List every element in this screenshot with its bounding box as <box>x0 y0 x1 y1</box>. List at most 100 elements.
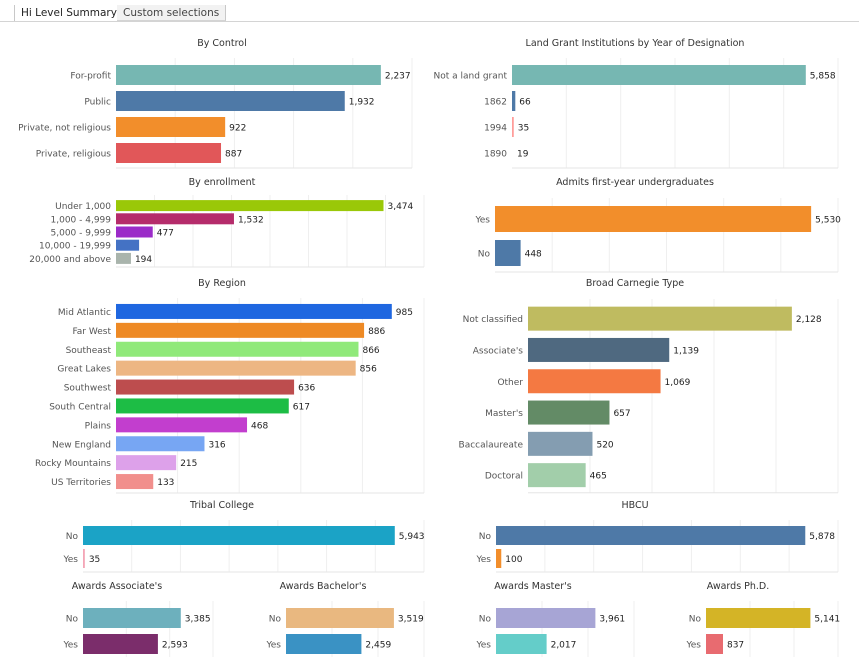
category-label: 1890 <box>484 150 507 160</box>
category-label: No <box>479 532 492 542</box>
value-label: 5,878 <box>809 532 835 542</box>
value-label: 886 <box>368 327 385 337</box>
chart-title: Awards Master's <box>494 581 572 592</box>
category-label: Doctoral <box>485 472 523 482</box>
tab-bar-divider <box>0 21 859 22</box>
category-label: No <box>66 615 79 625</box>
bar-rocky-mountains[interactable] <box>116 455 177 471</box>
bar-no[interactable] <box>286 608 394 628</box>
bar-southeast[interactable] <box>116 341 359 357</box>
bar-no[interactable] <box>496 526 806 545</box>
chart-by-region: Mid Atlantic 985 Far West 886 Southeast 866 Gr… <box>35 298 425 494</box>
category-label: Yes <box>475 641 491 651</box>
value-label: 617 <box>293 402 310 412</box>
bar-under-1-000[interactable] <box>116 200 384 212</box>
category-label: Not a land grant <box>434 72 508 82</box>
chart-carnegie: Not classified 2,128 Associate's 1,139 Other… <box>459 299 839 494</box>
bar-1-000-4-999[interactable] <box>116 213 234 225</box>
value-label: 5,858 <box>810 72 836 82</box>
value-label: 856 <box>360 365 377 375</box>
bar-south-central[interactable] <box>116 398 289 414</box>
value-label: 19 <box>517 150 529 160</box>
value-label: 2,017 <box>551 641 577 651</box>
bar-for-profit[interactable] <box>116 65 381 85</box>
category-label: No <box>478 250 491 260</box>
value-label: 316 <box>208 440 225 450</box>
bar-doctoral[interactable] <box>528 463 586 488</box>
category-label: Not classified <box>463 315 523 325</box>
bar-no[interactable] <box>83 526 395 545</box>
category-label: Yes <box>475 555 491 565</box>
bar-10-000-19-999[interactable] <box>116 239 140 251</box>
tab-hi-level-summary[interactable]: Hi Level Summary <box>15 5 124 22</box>
value-label: 215 <box>180 459 197 469</box>
category-label: Other <box>497 378 523 388</box>
value-label: 3,385 <box>185 615 211 625</box>
tab-bar-edge <box>14 5 15 22</box>
bar-1862[interactable] <box>512 91 516 111</box>
bar-5-000-9-999[interactable] <box>116 226 153 238</box>
category-label: Private, religious <box>36 150 112 160</box>
bar-not-a-land-grant[interactable] <box>512 65 806 85</box>
value-label: 2,237 <box>385 72 411 82</box>
category-label: 1862 <box>484 98 507 108</box>
chart-title: By Region <box>198 278 246 289</box>
chart-title: Admits first-year undergraduates <box>556 177 714 188</box>
bar-no[interactable] <box>496 608 596 628</box>
category-label: Associate's <box>473 346 524 356</box>
category-label: Plains <box>85 421 112 431</box>
value-label: 1,069 <box>665 378 691 388</box>
category-label: For-profit <box>70 72 111 82</box>
bar-us-territories[interactable] <box>116 474 154 490</box>
value-label: 985 <box>396 308 413 318</box>
bar-southwest[interactable] <box>116 379 295 395</box>
category-label: Far West <box>72 327 111 337</box>
bar-plains[interactable] <box>116 417 248 433</box>
chart-by-control: For-profit 2,237 Public 1,932 Private, not r… <box>18 58 413 169</box>
chart-title: Land Grant Institutions by Year of Desig… <box>525 38 745 49</box>
bar-yes[interactable] <box>83 549 85 568</box>
bar-yes[interactable] <box>495 206 812 232</box>
bar-private-not-religious[interactable] <box>116 117 226 137</box>
bar-not-classified[interactable] <box>528 306 792 331</box>
value-label: 465 <box>590 472 607 482</box>
chart-awards-bachelors: No 3,519 Yes 2,459 <box>265 601 425 657</box>
category-label: Yes <box>685 641 701 651</box>
bar-new-england[interactable] <box>116 436 205 452</box>
category-label: New England <box>52 440 111 450</box>
value-label: 133 <box>157 478 174 488</box>
bar-yes[interactable] <box>706 634 723 654</box>
value-label: 448 <box>525 250 542 260</box>
chart-by-enrollment: Under 1,000 3,474 1,000 - 4,999 1,532 5,000 … <box>29 195 425 268</box>
bar-yes[interactable] <box>286 634 362 654</box>
bar-no[interactable] <box>706 608 811 628</box>
bar-private-religious[interactable] <box>116 143 222 163</box>
bar-no[interactable] <box>495 240 521 266</box>
bar-baccalaureate[interactable] <box>528 431 593 456</box>
chart-title: Broad Carnegie Type <box>585 278 685 289</box>
value-label: 1,139 <box>673 346 699 356</box>
value-label: 866 <box>362 346 379 356</box>
bar-far-west[interactable] <box>116 322 365 338</box>
bar-great-lakes[interactable] <box>116 360 356 376</box>
bar-master-s[interactable] <box>528 400 610 425</box>
bar-mid-atlantic[interactable] <box>116 303 392 319</box>
value-label: 922 <box>229 124 246 134</box>
value-label: 66 <box>519 98 531 108</box>
bar-1994[interactable] <box>512 117 514 137</box>
bar-public[interactable] <box>116 91 345 111</box>
bar-other[interactable] <box>528 369 661 394</box>
category-label: 20,000 and above <box>29 255 111 265</box>
bar-yes[interactable] <box>496 634 547 654</box>
tab-custom-selections[interactable]: Custom selections <box>117 5 227 21</box>
value-label: 5,141 <box>814 615 840 625</box>
value-label: 3,519 <box>398 615 424 625</box>
bar-no[interactable] <box>83 608 181 628</box>
value-label: 100 <box>505 555 522 565</box>
bar-20-000-and-above[interactable] <box>116 252 131 264</box>
bar-associate-s[interactable] <box>528 337 670 362</box>
category-label: Great Lakes <box>57 365 111 375</box>
bar-1890[interactable] <box>512 143 513 163</box>
bar-yes[interactable] <box>496 549 502 568</box>
bar-yes[interactable] <box>83 634 158 654</box>
